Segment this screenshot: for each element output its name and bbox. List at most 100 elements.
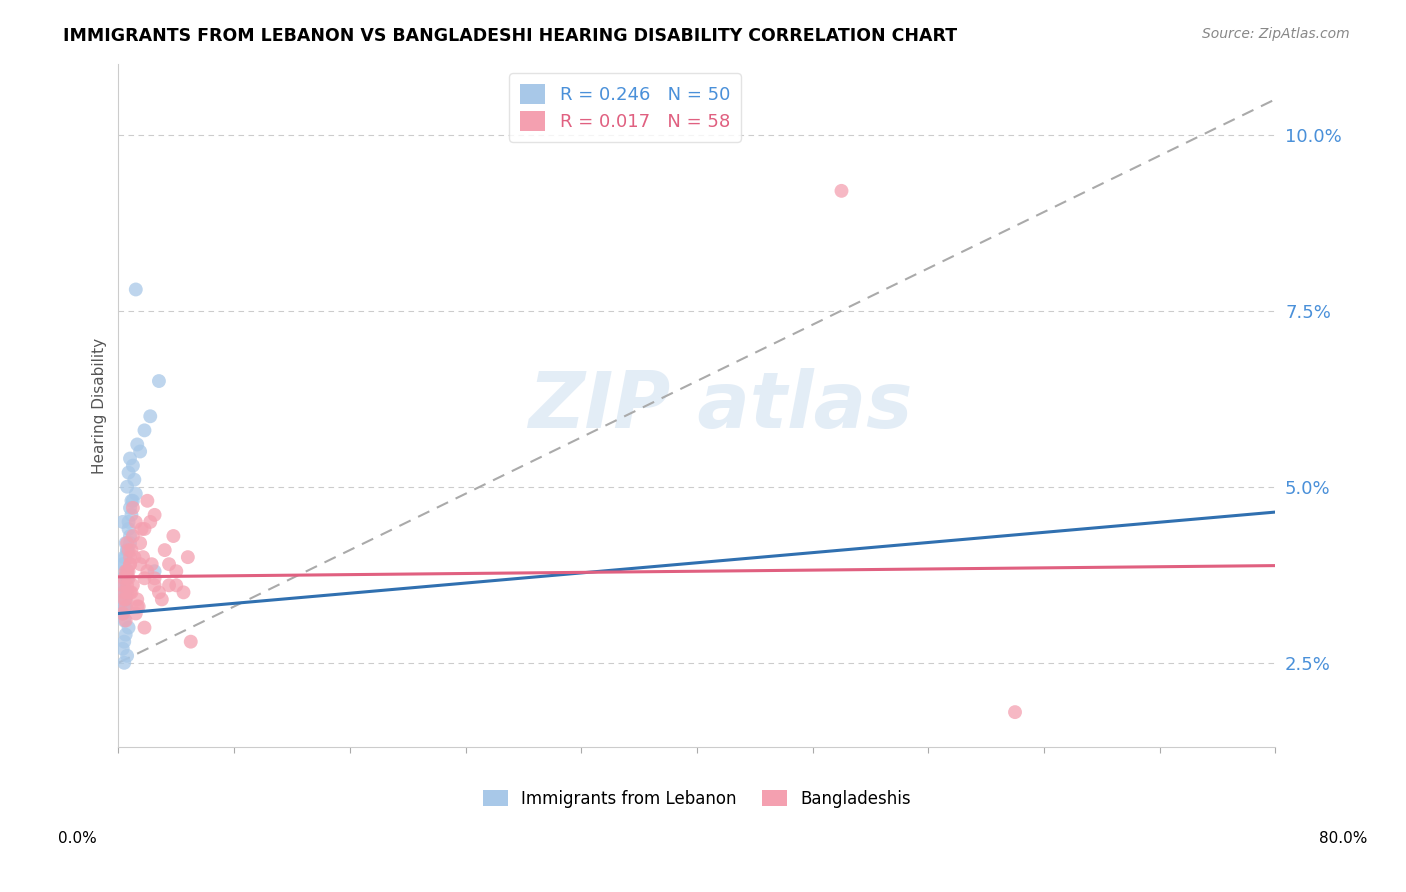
- Point: [111, 578, 134, 592]
- Text: Source: ZipAtlas.com: Source: ZipAtlas.com: [1202, 27, 1350, 41]
- Point: [118, 558, 141, 572]
- Point: [150, 592, 173, 607]
- Point: [129, 536, 152, 550]
- Point: [125, 515, 148, 529]
- Point: [157, 558, 180, 572]
- Point: [122, 578, 145, 592]
- Point: [153, 543, 176, 558]
- Point: [122, 458, 145, 473]
- Point: [111, 641, 134, 656]
- Point: [143, 578, 166, 592]
- Point: [134, 571, 156, 585]
- Point: [117, 522, 139, 536]
- Point: [131, 522, 153, 536]
- Point: [120, 543, 142, 558]
- Point: [117, 564, 139, 578]
- Point: [177, 550, 200, 565]
- Point: [141, 558, 163, 572]
- Point: [115, 564, 138, 578]
- Point: [129, 558, 152, 572]
- Point: [114, 550, 136, 565]
- Point: [124, 550, 146, 565]
- Point: [115, 480, 138, 494]
- Point: [120, 493, 142, 508]
- Point: [117, 543, 139, 558]
- Point: [180, 634, 202, 648]
- Point: [165, 564, 187, 578]
- Point: [118, 536, 141, 550]
- Point: [112, 571, 135, 585]
- Point: [139, 515, 162, 529]
- Point: [112, 599, 135, 614]
- Point: [114, 564, 136, 578]
- Point: [136, 564, 159, 578]
- Point: [115, 571, 138, 585]
- Point: [120, 585, 142, 599]
- Point: [143, 508, 166, 522]
- Point: [115, 536, 138, 550]
- Point: [111, 571, 134, 585]
- Point: [127, 437, 149, 451]
- Point: [157, 578, 180, 592]
- Point: [114, 564, 136, 578]
- Point: [122, 493, 145, 508]
- Point: [114, 627, 136, 641]
- Point: [112, 550, 135, 565]
- Point: [129, 444, 152, 458]
- Point: [114, 585, 136, 599]
- Point: [830, 184, 852, 198]
- Point: [127, 592, 149, 607]
- Point: [115, 578, 138, 592]
- Point: [114, 599, 136, 614]
- Point: [1004, 705, 1026, 719]
- Point: [125, 487, 148, 501]
- Point: [148, 585, 170, 599]
- Point: [112, 578, 135, 592]
- Point: [136, 493, 159, 508]
- Point: [132, 550, 155, 565]
- Point: [165, 578, 187, 592]
- Point: [118, 550, 141, 565]
- Point: [173, 585, 195, 599]
- Text: 80.0%: 80.0%: [1319, 831, 1367, 846]
- Point: [122, 529, 145, 543]
- Point: [112, 585, 135, 599]
- Point: [118, 558, 141, 572]
- Point: [143, 571, 166, 585]
- Point: [139, 409, 162, 424]
- Text: 0.0%: 0.0%: [58, 831, 97, 846]
- Point: [114, 614, 136, 628]
- Point: [111, 585, 134, 599]
- Point: [118, 500, 141, 515]
- Point: [115, 543, 138, 558]
- Point: [128, 599, 150, 614]
- Point: [134, 621, 156, 635]
- Point: [120, 508, 142, 522]
- Point: [115, 564, 138, 578]
- Point: [125, 607, 148, 621]
- Point: [118, 451, 141, 466]
- Point: [111, 515, 134, 529]
- Point: [111, 607, 134, 621]
- Point: [125, 283, 148, 297]
- Point: [122, 500, 145, 515]
- Point: [127, 599, 149, 614]
- Point: [148, 374, 170, 388]
- Text: ZIP atlas: ZIP atlas: [527, 368, 912, 443]
- Point: [111, 558, 134, 572]
- Point: [114, 592, 136, 607]
- Point: [111, 578, 134, 592]
- Point: [115, 648, 138, 663]
- Point: [117, 466, 139, 480]
- Point: [118, 585, 141, 599]
- Point: [112, 592, 135, 607]
- Legend: Immigrants from Lebanon, Bangladeshis: Immigrants from Lebanon, Bangladeshis: [477, 783, 918, 814]
- Point: [112, 558, 135, 572]
- Point: [117, 621, 139, 635]
- Point: [134, 522, 156, 536]
- Point: [143, 564, 166, 578]
- Point: [114, 536, 136, 550]
- Point: [112, 656, 135, 670]
- Point: [115, 543, 138, 558]
- Point: [117, 571, 139, 585]
